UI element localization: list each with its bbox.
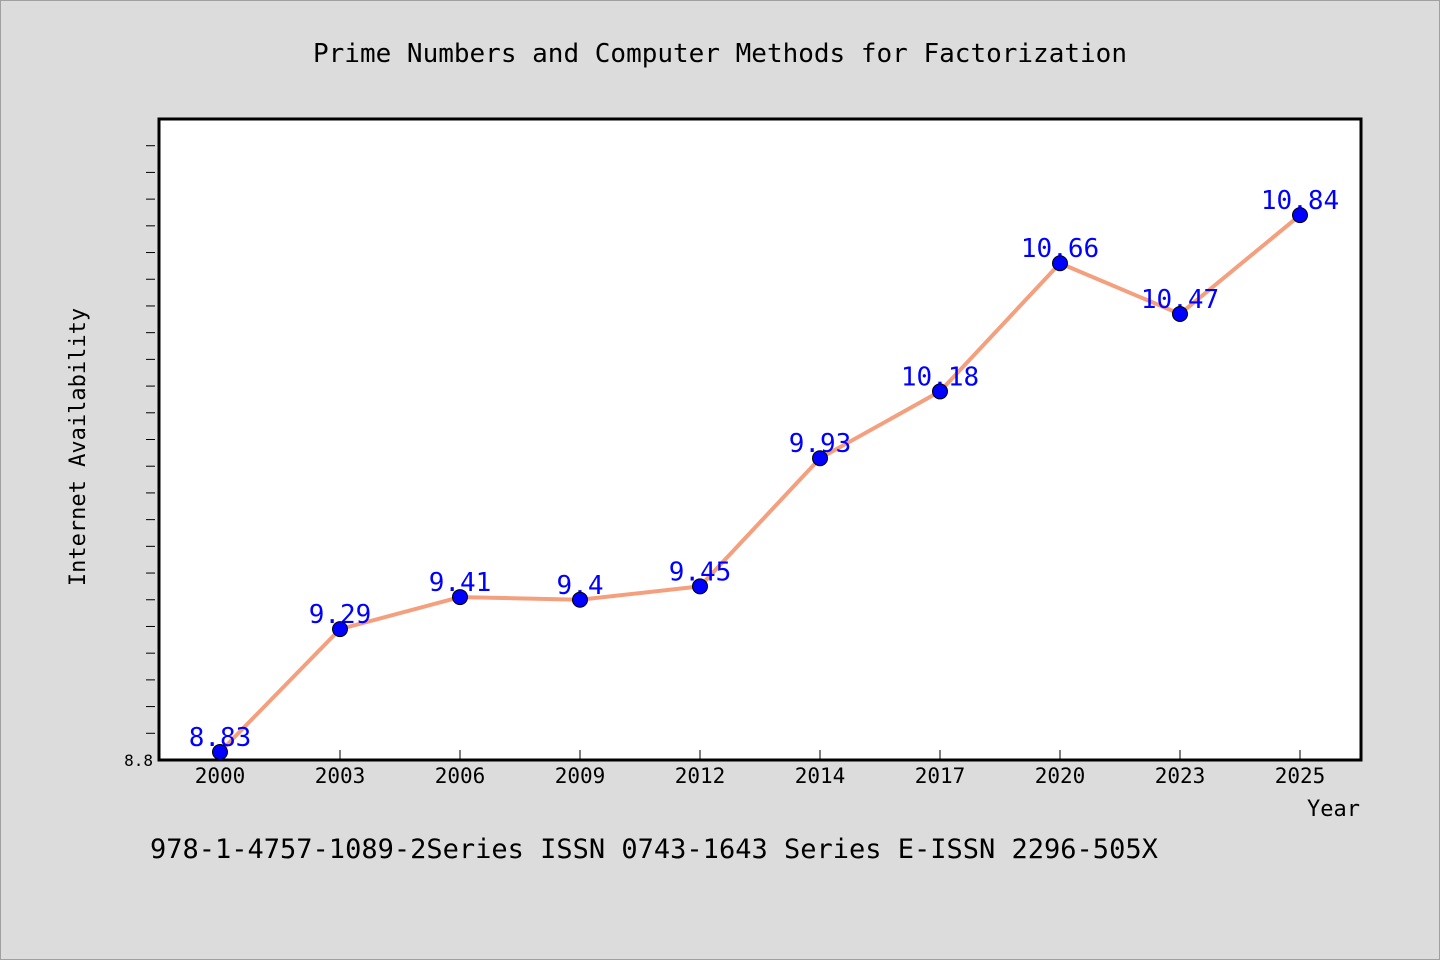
data-point [692, 578, 708, 595]
x-tick-label: 2020 [1035, 764, 1086, 788]
y-axis-label: Internet Availability [66, 308, 91, 586]
data-point [572, 591, 588, 608]
series-line [218, 213, 1302, 754]
x-tick-label: 2017 [915, 764, 966, 788]
data-point [1292, 207, 1308, 224]
data-point [932, 383, 948, 400]
x-tick-label: 2006 [435, 764, 486, 788]
x-tick-label: 2012 [675, 764, 726, 788]
x-tick-label: 2014 [795, 764, 846, 788]
x-tick-label: 2023 [1155, 764, 1206, 788]
footnote-text: 978-1-4757-1089-2Series ISSN 0743-1643 S… [150, 834, 1158, 865]
data-point [452, 589, 468, 606]
x-axis-label: Year [1307, 797, 1360, 822]
y-tick-label: 8.8 [124, 751, 153, 770]
data-point [332, 621, 348, 638]
y-axis-ticks [146, 145, 155, 734]
x-axis-tick-labels: 2000 2003 2006 2009 2012 2014 2017 2020 2023 2025 [195, 764, 1326, 788]
x-tick-label: 2009 [555, 764, 606, 788]
data-point [812, 450, 828, 467]
x-tick-label: 2000 [195, 764, 246, 788]
data-point [1172, 305, 1188, 322]
x-tick-label: 2025 [1275, 764, 1326, 788]
data-markers [212, 207, 1308, 760]
chart-title: Prime Numbers and Computer Methods for F… [313, 39, 1127, 69]
data-point [1052, 255, 1068, 272]
data-point [212, 743, 228, 760]
x-tick-label: 2003 [315, 764, 366, 788]
y-axis-tick-labels: 8.8 [124, 751, 153, 770]
plot-area [157, 117, 1363, 762]
